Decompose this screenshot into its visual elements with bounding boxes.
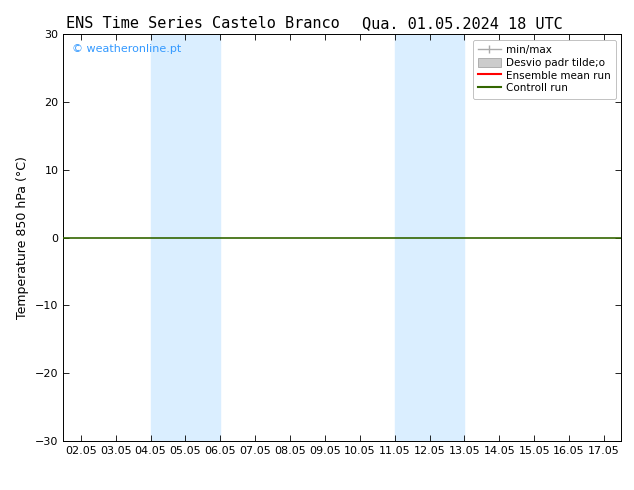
Legend: min/max, Desvio padr tilde;o, Ensemble mean run, Controll run: min/max, Desvio padr tilde;o, Ensemble m… [473,40,616,98]
Text: Qua. 01.05.2024 18 UTC: Qua. 01.05.2024 18 UTC [363,16,563,31]
Bar [150,34,221,441]
Text: ENS Time Series Castelo Branco: ENS Time Series Castelo Branco [66,16,340,31]
Text: © weatheronline.pt: © weatheronline.pt [72,45,181,54]
Y-axis label: Temperature 850 hPa (°C): Temperature 850 hPa (°C) [16,156,30,319]
Bar [394,34,464,441]
Title: ENS Time Series Castelo Branco          Qua. 01.05.2024 18 UTC: ENS Time Series Castelo Branco Qua. 01.0… [0,489,1,490]
